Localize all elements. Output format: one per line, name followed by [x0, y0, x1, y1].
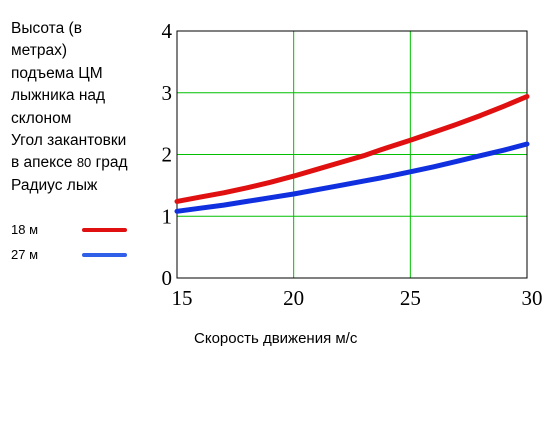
description-line: подъема ЦМ [11, 64, 103, 82]
description-line: метрах) [11, 42, 68, 60]
angle-value: 80 [76, 155, 92, 171]
description-line: склоном [11, 109, 72, 127]
y-tick-label: 0 [162, 266, 173, 290]
y-tick-label: 3 [162, 81, 173, 105]
x-tick-label: 30 [522, 286, 543, 310]
series-line-18 [174, 94, 530, 204]
legend-swatch-27 [82, 253, 127, 257]
angle-suffix: град [95, 154, 128, 172]
angle-line: в апексе 80 град [11, 152, 176, 174]
angle-prefix: в апексе [11, 154, 73, 172]
series-line-27 [174, 141, 530, 214]
y-tick-label: 4 [162, 19, 173, 43]
y-tick-label: 2 [162, 143, 173, 167]
y-tick-label: 1 [162, 204, 173, 228]
x-tick-label: 15 [172, 286, 193, 310]
x-tick-label: 20 [283, 286, 304, 310]
legend-label-27: 27 м [11, 247, 39, 262]
radius-title: Радиус лыж [11, 176, 98, 194]
legend-label-18: 18 м [11, 222, 39, 237]
legend-entry-18: 18 м [11, 219, 176, 241]
plot-frame [176, 30, 528, 279]
legend-entry-27: 27 м [11, 244, 176, 266]
x-axis-label: Скорость движения м/с [194, 330, 358, 347]
description-line: лыжника над [11, 87, 106, 105]
legend-swatch-18 [82, 228, 127, 232]
description-line: Угол закантовки [11, 132, 127, 150]
x-tick-label: 25 [400, 286, 421, 310]
legend-description: Высота (в метрах) подъема ЦМ лыжника над… [11, 18, 176, 197]
description-line: Высота (в [11, 20, 82, 37]
